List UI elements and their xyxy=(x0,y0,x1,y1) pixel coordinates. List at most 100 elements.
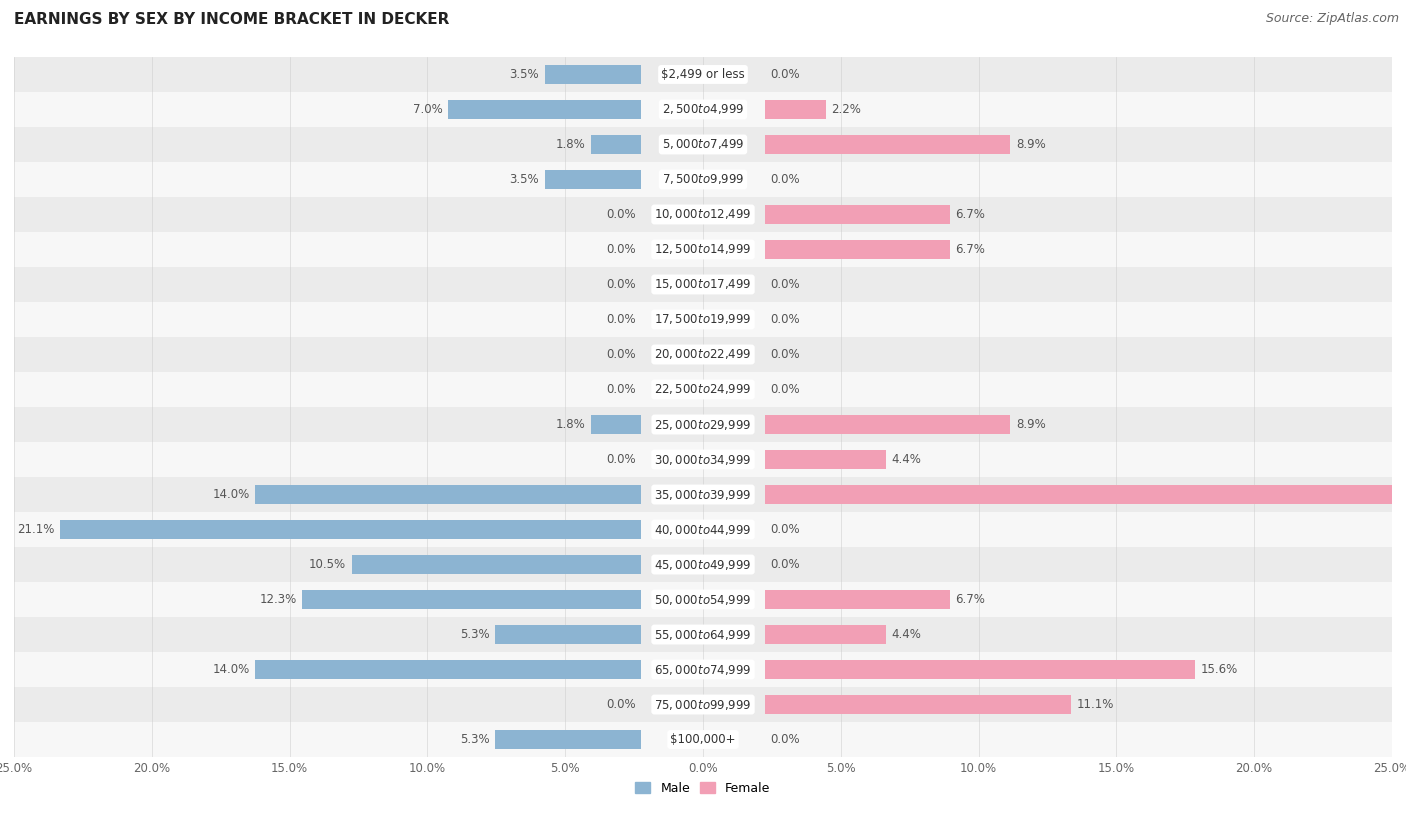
Text: 0.0%: 0.0% xyxy=(606,208,636,221)
Bar xyxy=(765,625,886,644)
Text: 4.4%: 4.4% xyxy=(891,628,922,641)
Bar xyxy=(495,625,641,644)
Bar xyxy=(765,485,1406,504)
Text: 3.5%: 3.5% xyxy=(509,173,538,186)
Bar xyxy=(256,485,641,504)
Bar xyxy=(765,415,1011,434)
Text: 0.0%: 0.0% xyxy=(770,313,800,326)
Bar xyxy=(495,730,641,749)
Text: 6.7%: 6.7% xyxy=(955,243,986,256)
Bar xyxy=(14,722,1392,757)
Bar xyxy=(14,372,1392,407)
Bar xyxy=(14,57,1392,92)
Text: $50,000 to $54,999: $50,000 to $54,999 xyxy=(654,593,752,606)
Text: 10.5%: 10.5% xyxy=(309,558,346,571)
Text: 0.0%: 0.0% xyxy=(770,68,800,81)
Bar xyxy=(256,660,641,679)
Text: 0.0%: 0.0% xyxy=(770,173,800,186)
Bar xyxy=(14,442,1392,477)
Text: Source: ZipAtlas.com: Source: ZipAtlas.com xyxy=(1265,12,1399,25)
Text: $30,000 to $34,999: $30,000 to $34,999 xyxy=(654,453,752,466)
Text: 2.2%: 2.2% xyxy=(831,103,860,116)
Text: 0.0%: 0.0% xyxy=(770,558,800,571)
Text: 0.0%: 0.0% xyxy=(606,698,636,711)
Bar xyxy=(352,555,641,574)
Text: $7,500 to $9,999: $7,500 to $9,999 xyxy=(662,173,744,186)
Text: $75,000 to $99,999: $75,000 to $99,999 xyxy=(654,698,752,711)
Legend: Male, Female: Male, Female xyxy=(630,777,776,800)
Text: $2,500 to $4,999: $2,500 to $4,999 xyxy=(662,103,744,116)
Bar xyxy=(765,590,949,609)
Text: 5.3%: 5.3% xyxy=(460,733,489,746)
Text: 14.0%: 14.0% xyxy=(212,663,250,676)
Bar xyxy=(14,547,1392,582)
Bar xyxy=(14,477,1392,512)
Text: 11.1%: 11.1% xyxy=(1077,698,1114,711)
Text: $22,500 to $24,999: $22,500 to $24,999 xyxy=(654,383,752,396)
Text: 6.7%: 6.7% xyxy=(955,593,986,606)
Bar xyxy=(449,100,641,119)
Bar xyxy=(14,92,1392,127)
Text: 12.3%: 12.3% xyxy=(259,593,297,606)
Text: 15.6%: 15.6% xyxy=(1201,663,1237,676)
Text: 5.3%: 5.3% xyxy=(460,628,489,641)
Text: $25,000 to $29,999: $25,000 to $29,999 xyxy=(654,418,752,431)
Text: $65,000 to $74,999: $65,000 to $74,999 xyxy=(654,663,752,676)
Text: 0.0%: 0.0% xyxy=(770,348,800,361)
Bar xyxy=(14,687,1392,722)
Text: 1.8%: 1.8% xyxy=(557,138,586,151)
Bar xyxy=(14,617,1392,652)
Text: $40,000 to $44,999: $40,000 to $44,999 xyxy=(654,523,752,536)
Text: $35,000 to $39,999: $35,000 to $39,999 xyxy=(654,488,752,501)
Text: 8.9%: 8.9% xyxy=(1015,418,1046,431)
Bar xyxy=(765,205,949,224)
Text: $100,000+: $100,000+ xyxy=(671,733,735,746)
Text: 6.7%: 6.7% xyxy=(955,208,986,221)
Bar xyxy=(765,660,1195,679)
Bar xyxy=(59,520,641,539)
Text: 0.0%: 0.0% xyxy=(606,348,636,361)
Text: $55,000 to $64,999: $55,000 to $64,999 xyxy=(654,628,752,641)
Text: 0.0%: 0.0% xyxy=(606,243,636,256)
Bar xyxy=(765,135,1011,154)
Bar xyxy=(14,652,1392,687)
Text: 0.0%: 0.0% xyxy=(606,453,636,466)
Text: 0.0%: 0.0% xyxy=(770,523,800,536)
Bar xyxy=(14,512,1392,547)
Bar xyxy=(14,302,1392,337)
Bar xyxy=(544,65,641,84)
Text: 21.1%: 21.1% xyxy=(17,523,53,536)
Bar xyxy=(14,267,1392,302)
Text: 0.0%: 0.0% xyxy=(770,733,800,746)
Bar xyxy=(14,232,1392,267)
Bar xyxy=(592,415,641,434)
Text: $17,500 to $19,999: $17,500 to $19,999 xyxy=(654,313,752,326)
Text: 3.5%: 3.5% xyxy=(509,68,538,81)
Text: 0.0%: 0.0% xyxy=(770,278,800,291)
Text: 0.0%: 0.0% xyxy=(606,383,636,396)
Bar xyxy=(14,197,1392,232)
Text: EARNINGS BY SEX BY INCOME BRACKET IN DECKER: EARNINGS BY SEX BY INCOME BRACKET IN DEC… xyxy=(14,12,450,27)
Text: $45,000 to $49,999: $45,000 to $49,999 xyxy=(654,558,752,571)
Bar xyxy=(14,582,1392,617)
Text: 4.4%: 4.4% xyxy=(891,453,922,466)
Bar xyxy=(14,337,1392,372)
Text: $5,000 to $7,499: $5,000 to $7,499 xyxy=(662,138,744,151)
Bar xyxy=(765,100,825,119)
Text: 7.0%: 7.0% xyxy=(413,103,443,116)
Bar xyxy=(14,162,1392,197)
Text: 0.0%: 0.0% xyxy=(606,313,636,326)
Text: 0.0%: 0.0% xyxy=(770,383,800,396)
Text: $10,000 to $12,499: $10,000 to $12,499 xyxy=(654,208,752,221)
Bar xyxy=(14,127,1392,162)
Bar xyxy=(14,407,1392,442)
Text: $15,000 to $17,499: $15,000 to $17,499 xyxy=(654,278,752,291)
Text: $12,500 to $14,999: $12,500 to $14,999 xyxy=(654,243,752,256)
Text: 8.9%: 8.9% xyxy=(1015,138,1046,151)
Text: $20,000 to $22,499: $20,000 to $22,499 xyxy=(654,348,752,361)
Bar xyxy=(765,240,949,259)
Text: $2,499 or less: $2,499 or less xyxy=(661,68,745,81)
Bar xyxy=(544,170,641,189)
Text: 0.0%: 0.0% xyxy=(606,278,636,291)
Text: 1.8%: 1.8% xyxy=(557,418,586,431)
